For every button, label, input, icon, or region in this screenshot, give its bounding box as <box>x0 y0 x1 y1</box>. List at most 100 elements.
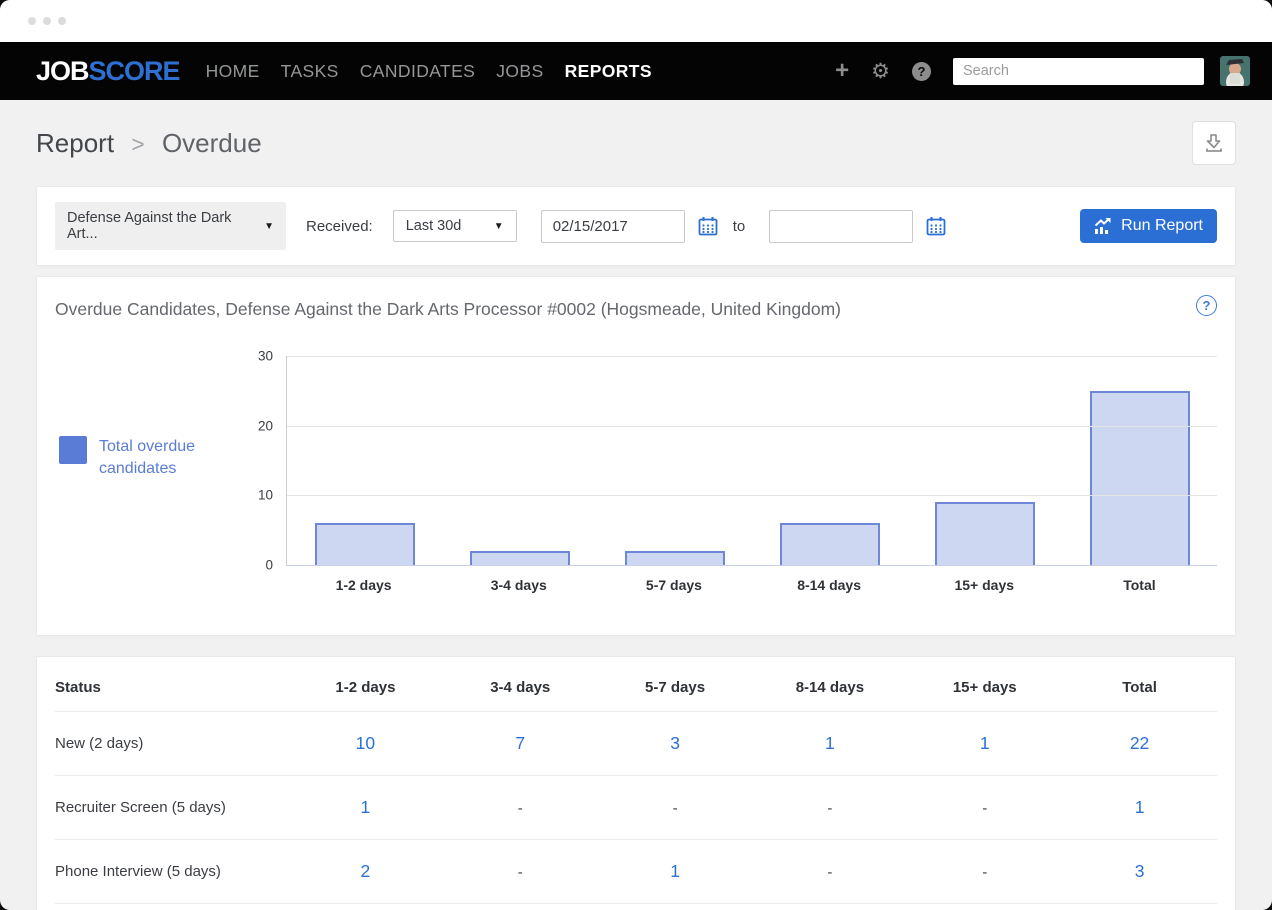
value-dash: - <box>827 864 833 881</box>
help-glyph: ? <box>912 61 931 81</box>
chart-panel: Overdue Candidates, Defense Against the … <box>36 276 1236 636</box>
nav-item-jobs[interactable]: JOBS <box>496 60 544 81</box>
range-select-value: Last 30d <box>405 218 462 234</box>
window-dot[interactable] <box>28 17 36 25</box>
chart-title: Overdue Candidates, Defense Against the … <box>55 299 841 319</box>
x-axis-label: 15+ days <box>954 577 1015 593</box>
help-icon[interactable]: ? <box>912 61 931 81</box>
table-row: Phone Interview (5 days) 2 - 1 - - 3 <box>55 840 1217 904</box>
value-cell: 1 <box>907 733 1062 754</box>
value-link[interactable]: 1 <box>670 861 680 881</box>
job-select-value: Defense Against the Dark Art... <box>67 210 232 242</box>
column-header: 15+ days <box>952 679 1017 696</box>
x-axis-label: 1-2 days <box>335 577 392 593</box>
start-date-calendar-button[interactable] <box>697 215 719 237</box>
value-link[interactable]: 1 <box>360 797 371 817</box>
gridline <box>287 495 1217 497</box>
report-chart-icon <box>1094 217 1111 234</box>
value-link[interactable]: 3 <box>670 733 680 753</box>
search-input[interactable] <box>953 57 1204 85</box>
nav-item-candidates[interactable]: CANDIDATES <box>359 60 476 81</box>
value-dash: - <box>517 800 523 817</box>
value-link[interactable]: 2 <box>360 861 371 881</box>
bar-8-14-days <box>779 523 880 565</box>
y-tick-label: 0 <box>265 557 273 573</box>
table-header-row: Status 1-2 days 3-4 days 5-7 days 8-14 days 1… <box>55 657 1217 712</box>
nav-item-tasks[interactable]: TASKS <box>280 60 339 81</box>
status-cell: Phone Interview (5 days) <box>55 863 221 880</box>
x-axis-label: Total <box>1123 577 1156 593</box>
column-header: Status <box>55 679 101 696</box>
end-date-calendar-button[interactable] <box>925 215 947 237</box>
value-link[interactable]: 10 <box>355 733 376 753</box>
avatar[interactable] <box>1220 56 1250 86</box>
y-tick-label: 20 <box>257 418 273 434</box>
download-icon <box>1206 134 1222 152</box>
value-link[interactable]: 7 <box>515 733 526 753</box>
nav-item-home[interactable]: HOME <box>205 60 260 81</box>
end-date-input[interactable] <box>769 209 914 243</box>
value-cell: 1 <box>1062 797 1217 818</box>
caret-down-icon: ▼ <box>493 220 504 232</box>
chart-body: Total overdue candidates 0 10 20 30 1-2 day… <box>55 349 1217 593</box>
value-cell: - <box>598 797 753 818</box>
job-select[interactable]: Defense Against the Dark Art... ▼ <box>55 202 286 250</box>
bar-1-2-days <box>314 523 415 565</box>
bar-row <box>287 356 1217 565</box>
window-dot[interactable] <box>58 17 66 25</box>
table-body: New (2 days) 10 7 3 1 1 22 Recruiter Screen (5 … <box>55 712 1217 904</box>
value-cell: - <box>907 861 1062 882</box>
bar-total <box>1089 390 1190 565</box>
breadcrumb-separator: > <box>131 130 145 157</box>
window-dot[interactable] <box>43 17 51 25</box>
value-link[interactable]: 3 <box>1134 861 1145 881</box>
start-date-input[interactable] <box>540 209 685 243</box>
bar-5-7-days <box>624 551 725 565</box>
to-label: to <box>732 217 746 235</box>
value-cell: - <box>752 861 907 882</box>
value-cell: - <box>907 797 1062 818</box>
table-row: Recruiter Screen (5 days) 1 - - - - 1 <box>55 776 1217 840</box>
window-chrome <box>0 0 1272 42</box>
logo-job: JOB <box>36 55 90 86</box>
add-icon[interactable]: + <box>835 57 850 84</box>
column-header: 8-14 days <box>795 679 865 696</box>
x-axis-labels: 1-2 days 3-4 days 5-7 days 8-14 days 15+ day… <box>286 577 1217 593</box>
column-header: 5-7 days <box>645 679 706 696</box>
status-cell: New (2 days) <box>55 735 144 752</box>
value-link[interactable]: 1 <box>1134 797 1145 817</box>
x-axis-label: 3-4 days <box>490 577 547 593</box>
bar-3-4-days <box>469 551 570 565</box>
jobscore-logo[interactable]: JOBSCORE <box>36 55 181 87</box>
bar-slot <box>907 356 1062 565</box>
date-range-select[interactable]: Last 30d ▼ <box>392 210 517 242</box>
value-cell: 7 <box>443 733 598 754</box>
chart-help-icon[interactable]: ? <box>1196 295 1217 316</box>
breadcrumb-page: Overdue <box>161 127 262 158</box>
value-cell: 3 <box>1062 861 1217 882</box>
nav-item-reports[interactable]: REPORTS <box>564 60 652 81</box>
top-nav: JOBSCORE HOME TASKS CANDIDATES JOBS REPORTS … <box>0 42 1272 100</box>
download-button[interactable] <box>1192 121 1236 165</box>
gridline <box>287 356 1217 357</box>
value-cell: - <box>443 861 598 882</box>
value-link[interactable]: 1 <box>825 733 835 753</box>
x-axis-label: 5-7 days <box>645 577 702 593</box>
breadcrumb-section[interactable]: Report <box>36 127 115 158</box>
value-link[interactable]: 22 <box>1129 733 1150 753</box>
gear-icon[interactable]: ⚙ <box>871 59 890 83</box>
legend-label: Total overdue candidates <box>99 438 196 477</box>
y-tick-label: 10 <box>257 487 273 503</box>
run-report-button[interactable]: Run Report <box>1080 209 1217 243</box>
value-cell: 22 <box>1062 733 1217 754</box>
bar-slot <box>1062 356 1217 565</box>
table-row: New (2 days) 10 7 3 1 1 22 <box>55 712 1217 776</box>
value-link[interactable]: 1 <box>979 733 990 753</box>
value-dash: - <box>517 864 523 881</box>
nav-right: + ⚙ ? <box>835 56 1250 86</box>
breadcrumb: Report > Overdue <box>36 128 262 159</box>
value-cell: 1 <box>752 733 907 754</box>
legend-swatch <box>59 436 87 464</box>
value-dash: - <box>982 864 988 881</box>
